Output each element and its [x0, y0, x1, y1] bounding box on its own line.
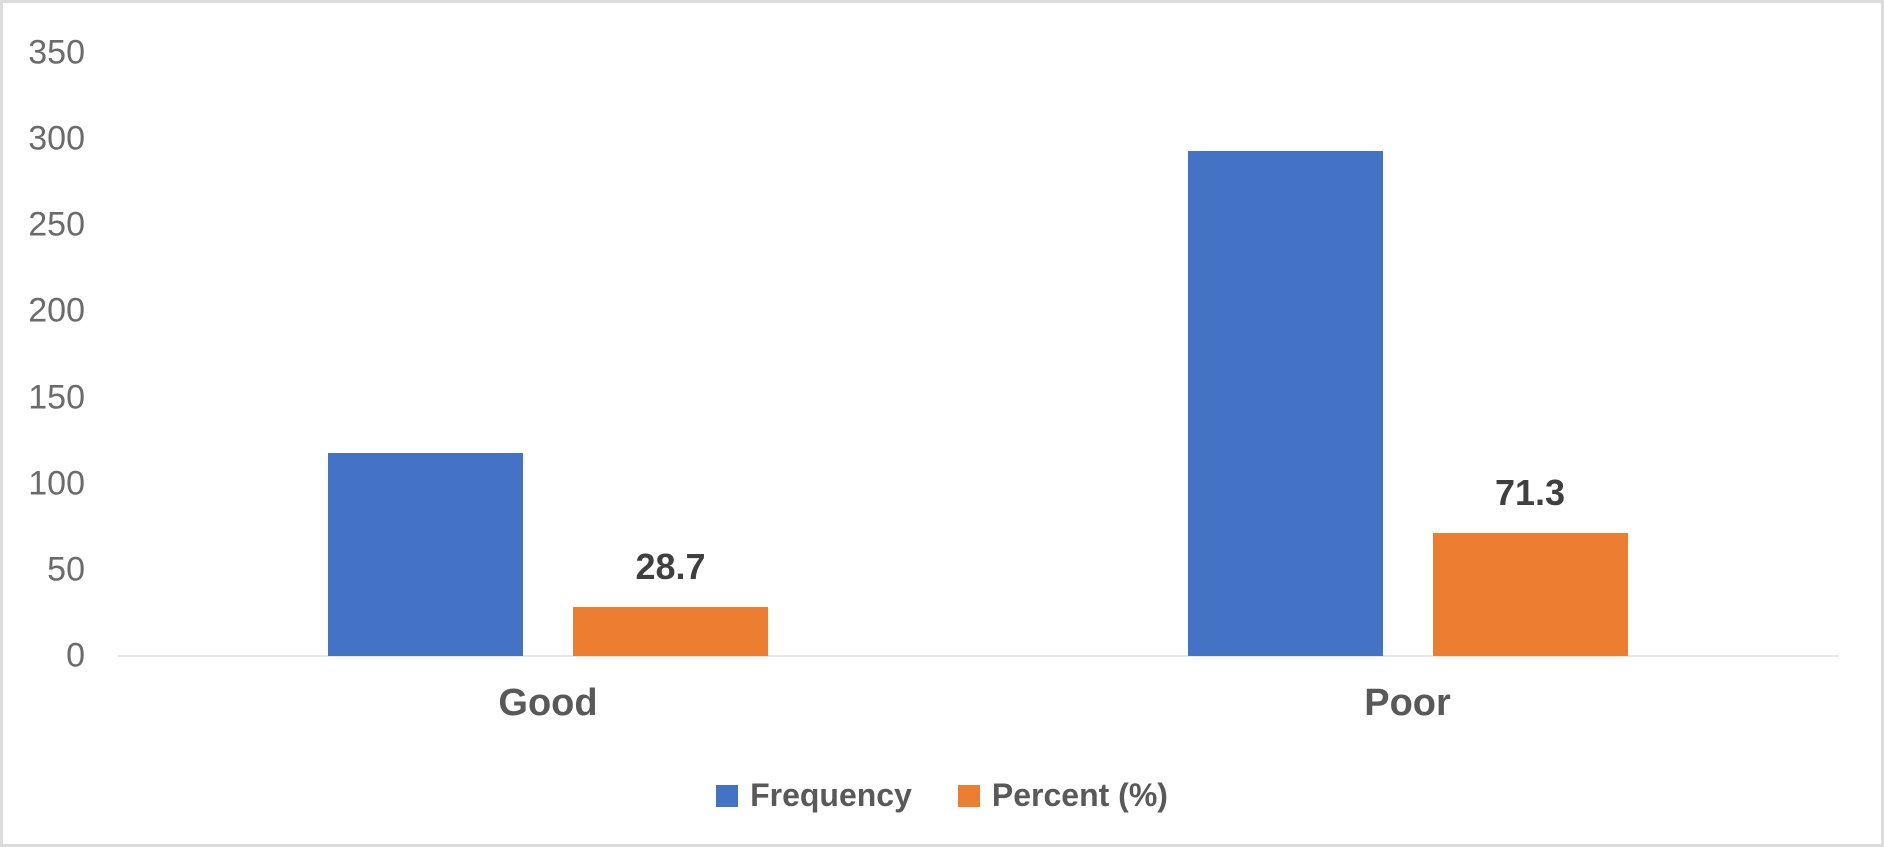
y-tick-label: 200	[28, 291, 85, 330]
y-tick-label: 50	[47, 550, 85, 589]
y-tick-label: 350	[28, 33, 85, 72]
y-tick-label: 0	[66, 636, 85, 675]
category-label-poor: Poor	[1364, 682, 1451, 724]
y-tick-label: 300	[28, 119, 85, 158]
legend-label: Percent (%)	[991, 777, 1168, 813]
plot-area: 0 50 100 150 200 250 300 350 28.7 71.3 Good Poor	[3, 3, 1881, 844]
legend-entry-frequency: Frequency	[716, 777, 912, 814]
bar-percent-poor	[1432, 533, 1628, 656]
bar-frequency-good	[328, 452, 523, 656]
legend-swatch-icon	[716, 784, 739, 807]
bar-percent-good	[573, 606, 768, 656]
y-tick-label: 150	[28, 378, 85, 417]
data-label: 71.3	[1494, 472, 1566, 514]
bar-frequency-poor	[1187, 151, 1383, 656]
x-axis-line	[118, 655, 1839, 657]
legend-swatch-icon	[957, 784, 980, 807]
legend: Frequency Percent (%)	[3, 777, 1881, 814]
legend-label: Frequency	[750, 777, 912, 813]
data-label: 28.7	[635, 545, 706, 587]
y-tick-label: 250	[28, 205, 85, 244]
y-tick-label: 100	[28, 464, 85, 503]
category-label-good: Good	[498, 682, 598, 724]
legend-entry-percent: Percent (%)	[957, 777, 1168, 814]
